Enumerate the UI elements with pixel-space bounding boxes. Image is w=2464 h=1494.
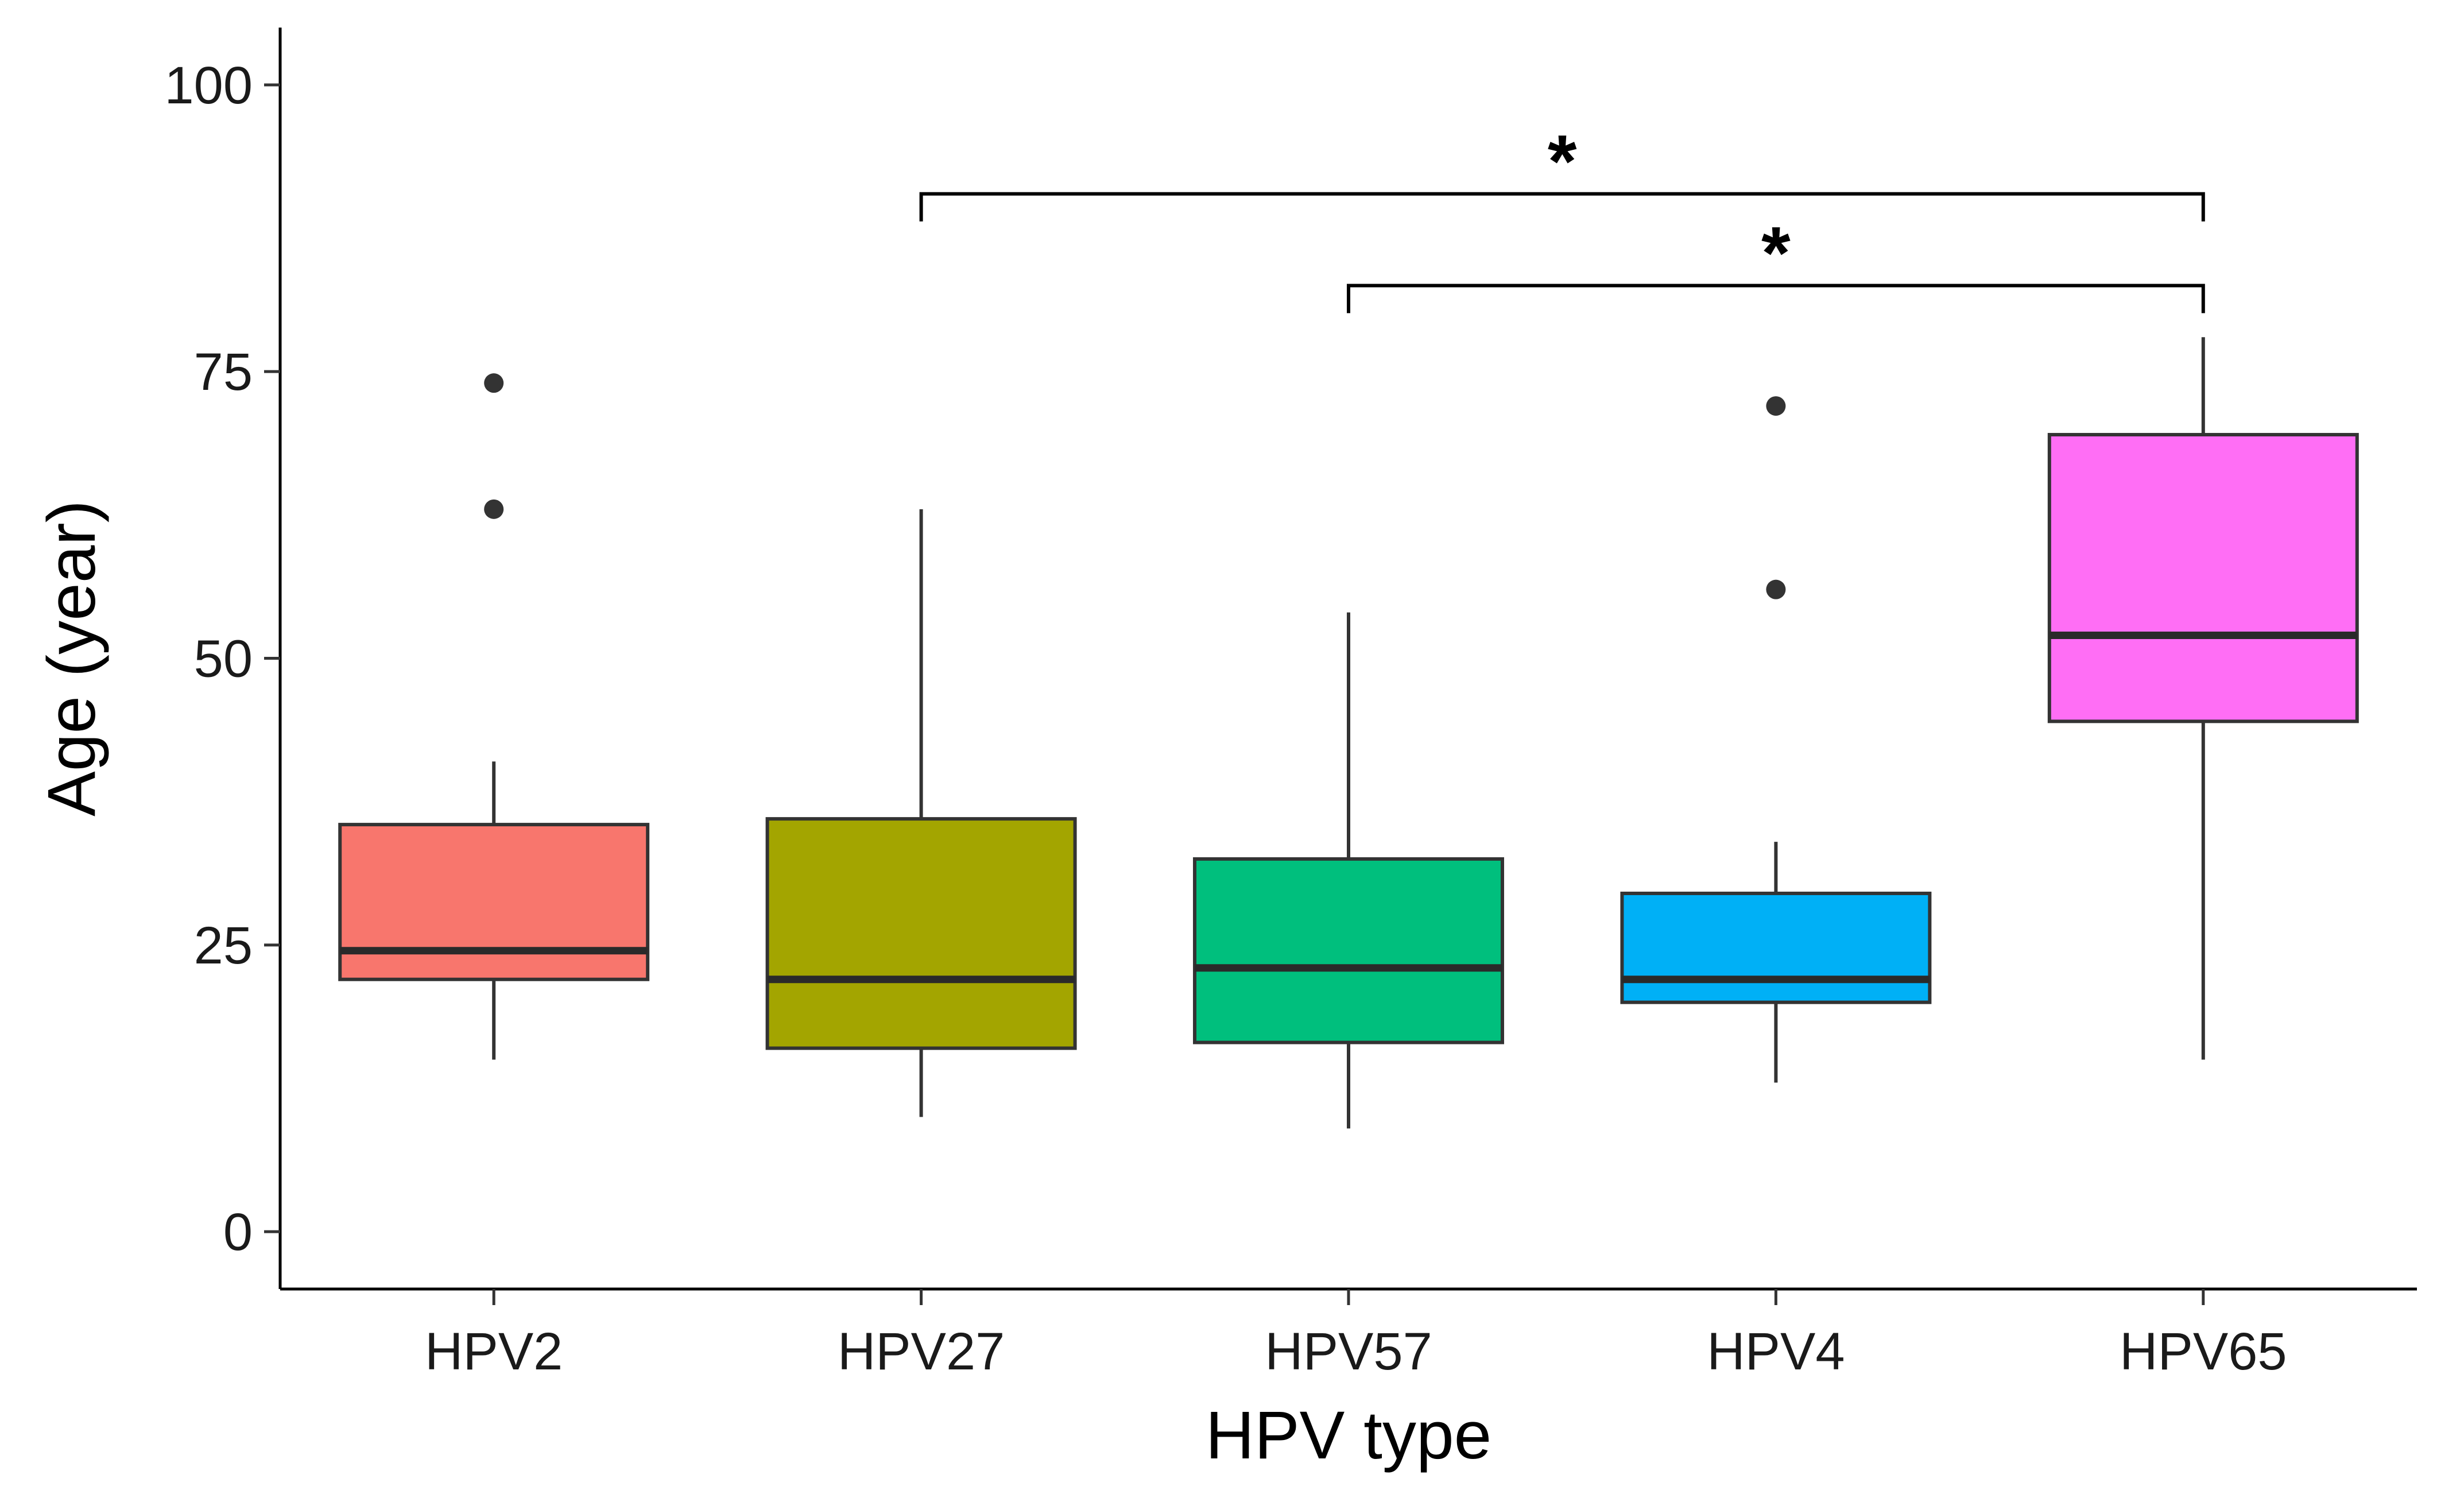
annotations-layer: ** [919, 119, 2205, 313]
box-hpv27 [765, 509, 1077, 1117]
box-hpv2 [338, 373, 650, 1060]
y-tick-label: 100 [165, 56, 253, 115]
iqr-box [2047, 433, 2359, 723]
y-tick-label: 0 [223, 1203, 253, 1261]
significance-bracket: * [1347, 211, 2205, 313]
x-tick-label: HPV2 [425, 1322, 563, 1381]
iqr-box [765, 817, 1077, 1050]
y-tick-label: 50 [194, 630, 253, 688]
y-axis-title: Age (year) [34, 500, 110, 816]
iqr-box [338, 823, 650, 981]
y-tick-label: 25 [194, 916, 253, 975]
box-hpv4 [1620, 396, 1932, 1083]
outlier-point [1766, 579, 1786, 599]
box-hpv57 [1193, 612, 1504, 1129]
bracket-line [919, 192, 2205, 222]
significance-star: * [1761, 211, 1791, 295]
outlier-point [484, 499, 504, 519]
significance-bracket: * [919, 119, 2205, 222]
x-ticks-layer: HPV2 HPV27 HPV57 HPV4 HPV65 [425, 1289, 2287, 1381]
x-tick-label: HPV57 [1265, 1322, 1432, 1381]
iqr-box [1620, 891, 1932, 1004]
boxes-layer [338, 337, 2359, 1129]
outlier-point [484, 373, 504, 393]
iqr-box [1193, 857, 1504, 1044]
bracket-line [1347, 284, 2205, 313]
x-axis-title: HPV type [1206, 1398, 1491, 1473]
x-tick-label: HPV4 [1707, 1322, 1845, 1381]
box-hpv65 [2047, 337, 2359, 1060]
x-tick-label: HPV27 [838, 1322, 1005, 1381]
x-tick-label: HPV65 [2120, 1322, 2287, 1381]
outlier-point [1766, 396, 1786, 416]
y-tick-label: 75 [194, 343, 253, 401]
significance-star: * [1548, 119, 1577, 203]
y-ticks-layer: 0 25 50 75 100 [165, 56, 280, 1261]
